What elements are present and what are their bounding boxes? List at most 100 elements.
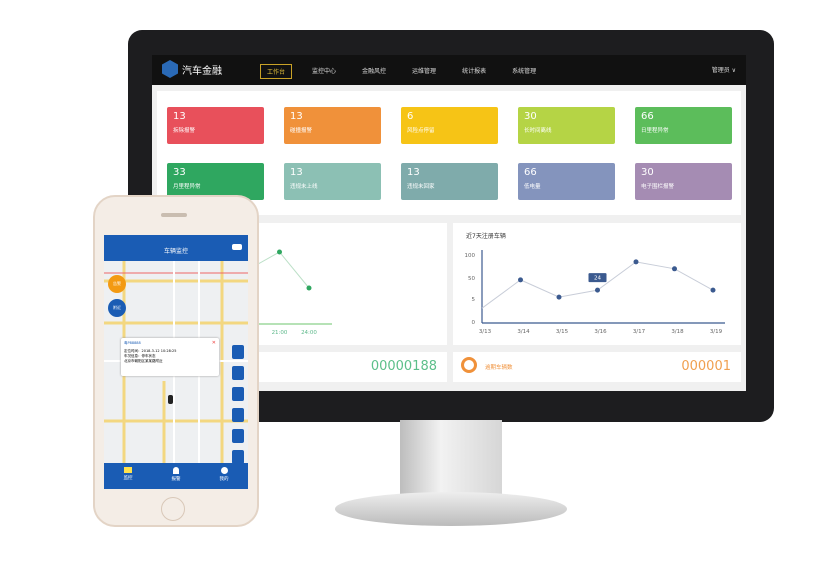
series-line — [481, 261, 714, 309]
alert-card[interactable]: 6 风险点停留 — [401, 107, 498, 144]
alert-card[interactable]: 66 日里程异常 — [635, 107, 732, 144]
nav-item[interactable]: 统计报表 — [462, 68, 487, 75]
alert-card[interactable]: 30 电子围栏报警 — [635, 163, 732, 200]
alert-card[interactable]: 33 月里程异常 — [167, 163, 264, 200]
y-tick-label: 100 — [465, 253, 476, 259]
card-value: 13 — [290, 111, 303, 122]
alert-card[interactable]: 13 碰撞报警 — [284, 107, 381, 144]
card-label: 风险点停留 — [407, 128, 435, 134]
dashboard-screen: 汽车金融 工作台 监控中心 金融风控 运维管理 统计报表 系统管理 管理员 ∨ 13 拆除报… — [152, 55, 746, 391]
card-label: 拆除报警 — [173, 128, 196, 134]
popup-line: 定位时间：2018-3-12 10:28:25 — [124, 349, 177, 353]
route-icon[interactable] — [232, 450, 244, 464]
x-tick-label: 3/16 — [594, 329, 607, 335]
home-button[interactable] — [161, 497, 185, 521]
data-point — [556, 294, 562, 300]
tab-label: 我的 — [219, 477, 229, 482]
close-icon[interactable]: ✕ — [211, 340, 216, 346]
data-point — [306, 285, 312, 291]
card-label: 违规未回家 — [407, 184, 435, 190]
card-value: 13 — [407, 167, 420, 178]
tab-mine[interactable]: 我的 — [220, 463, 229, 489]
vehicle-icon[interactable] — [232, 429, 244, 443]
nav-item[interactable]: 运维管理 — [412, 68, 437, 75]
tab-label: 报警 — [171, 477, 181, 482]
camera-icon — [124, 467, 132, 473]
location-icon[interactable] — [232, 408, 244, 422]
data-point — [633, 259, 639, 265]
alert-card[interactable]: 66 低电量 — [518, 163, 615, 200]
tab-alarm[interactable]: 报警 — [172, 463, 181, 489]
navigate-icon[interactable] — [232, 345, 244, 359]
phone-screen: 车辆监控 告警 附近 粤P88888 ✕ 定位时间：2018-3-12 10:2… — [104, 235, 248, 489]
x-tick-label: 3/15 — [556, 329, 569, 335]
data-point — [518, 277, 523, 283]
card-value: 66 — [524, 167, 537, 178]
vehicle-marker-icon[interactable] — [168, 395, 173, 404]
alarm-bubble[interactable]: 告警 — [108, 275, 126, 293]
registered-chart-panel: 近7天注册车辆 0 5 50 100 3/13 3/14 3/15 3/16 3/17 3/18 3/… — [453, 223, 741, 345]
card-value: 13 — [290, 167, 303, 178]
tab-monitor[interactable]: 监控 — [124, 463, 133, 489]
x-tick-label: 3/17 — [633, 329, 646, 335]
x-tick-label: 3/13 — [479, 329, 492, 335]
x-tick-label: 3/19 — [710, 329, 723, 335]
nav-menu: 工作台 监控中心 金融风控 运维管理 统计报表 系统管理 — [260, 64, 556, 79]
top-nav: 汽车金融 工作台 监控中心 金融风控 运维管理 统计报表 系统管理 管理员 ∨ — [152, 55, 746, 85]
overdue-value: 000001 — [681, 359, 731, 374]
car-icon[interactable] — [232, 244, 242, 250]
stopwatch-icon — [461, 357, 477, 373]
nav-item[interactable]: 工作台 — [260, 64, 293, 79]
card-value: 13 — [173, 111, 186, 122]
y-tick-label: 5 — [472, 297, 476, 303]
x-tick-label: 21:00 — [272, 330, 288, 336]
overdue-stat-panel: 逾期车辆数 000001 — [453, 352, 741, 382]
nav-item[interactable]: 金融风控 — [362, 68, 387, 75]
y-tick-label: 0 — [472, 320, 476, 326]
x-tick-label: 3/14 — [517, 329, 530, 335]
touch-icon[interactable] — [232, 387, 244, 401]
data-point — [710, 287, 716, 293]
nearby-bubble[interactable]: 附近 — [108, 299, 126, 317]
card-label: 长时间离线 — [524, 128, 552, 134]
y-tick-label: 50 — [468, 276, 475, 282]
tab-label: 监控 — [123, 476, 133, 481]
phone-title: 车辆监控 — [163, 248, 188, 255]
monitor-base — [335, 492, 567, 526]
data-point — [672, 266, 677, 272]
card-label: 日里程异常 — [641, 128, 669, 134]
card-value: 66 — [641, 111, 654, 122]
track-icon[interactable] — [232, 366, 244, 380]
card-value: 6 — [407, 111, 414, 122]
phone-speaker — [161, 213, 187, 217]
registered-line-chart: 近7天注册车辆 0 5 50 100 3/13 3/14 3/15 3/16 3/17 3/18 3/… — [465, 232, 725, 335]
chart-title: 近7天注册车辆 — [466, 232, 506, 240]
alert-card[interactable]: 13 拆除报警 — [167, 107, 264, 144]
tooltip-label: 24 — [594, 276, 601, 282]
alert-card[interactable]: 13 违规未回家 — [401, 163, 498, 200]
data-point — [277, 249, 282, 255]
nav-item[interactable]: 监控中心 — [312, 68, 337, 75]
x-tick-label: 3/18 — [671, 329, 684, 335]
monitor-stand — [400, 420, 502, 502]
alert-card[interactable]: 30 长时间离线 — [518, 107, 615, 144]
logo[interactable]: 汽车金融 — [162, 60, 222, 78]
tooltip-box — [588, 273, 607, 283]
popup-line: 北京市朝阳区某某路附近 — [124, 359, 163, 363]
overdue-label: 逾期车辆数 — [485, 365, 513, 371]
nav-item[interactable]: 系统管理 — [512, 68, 537, 75]
alert-card[interactable]: 13 违规未上线 — [284, 163, 381, 200]
logo-icon — [162, 60, 178, 78]
card-value: 33 — [173, 167, 186, 178]
x-tick-label: 24:00 — [301, 330, 317, 336]
card-label: 碰撞报警 — [290, 128, 313, 134]
alert-cards-panel: 13 拆除报警 13 碰撞报警 6 风险点停留 30 长时间离线 66 日里程异常 33 月里程异常 1… — [157, 91, 741, 215]
card-label: 低电量 — [524, 184, 541, 190]
popup-title: 粤P88888 — [124, 341, 141, 345]
user-icon — [220, 467, 228, 474]
user-menu[interactable]: 管理员 ∨ — [711, 67, 736, 74]
card-value: 30 — [641, 167, 654, 178]
card-label: 月里程异常 — [173, 184, 201, 190]
logo-text: 汽车金融 — [182, 65, 222, 77]
phone: 车辆监控 告警 附近 粤P88888 ✕ 定位时间：2018-3-12 10:2… — [93, 195, 259, 527]
